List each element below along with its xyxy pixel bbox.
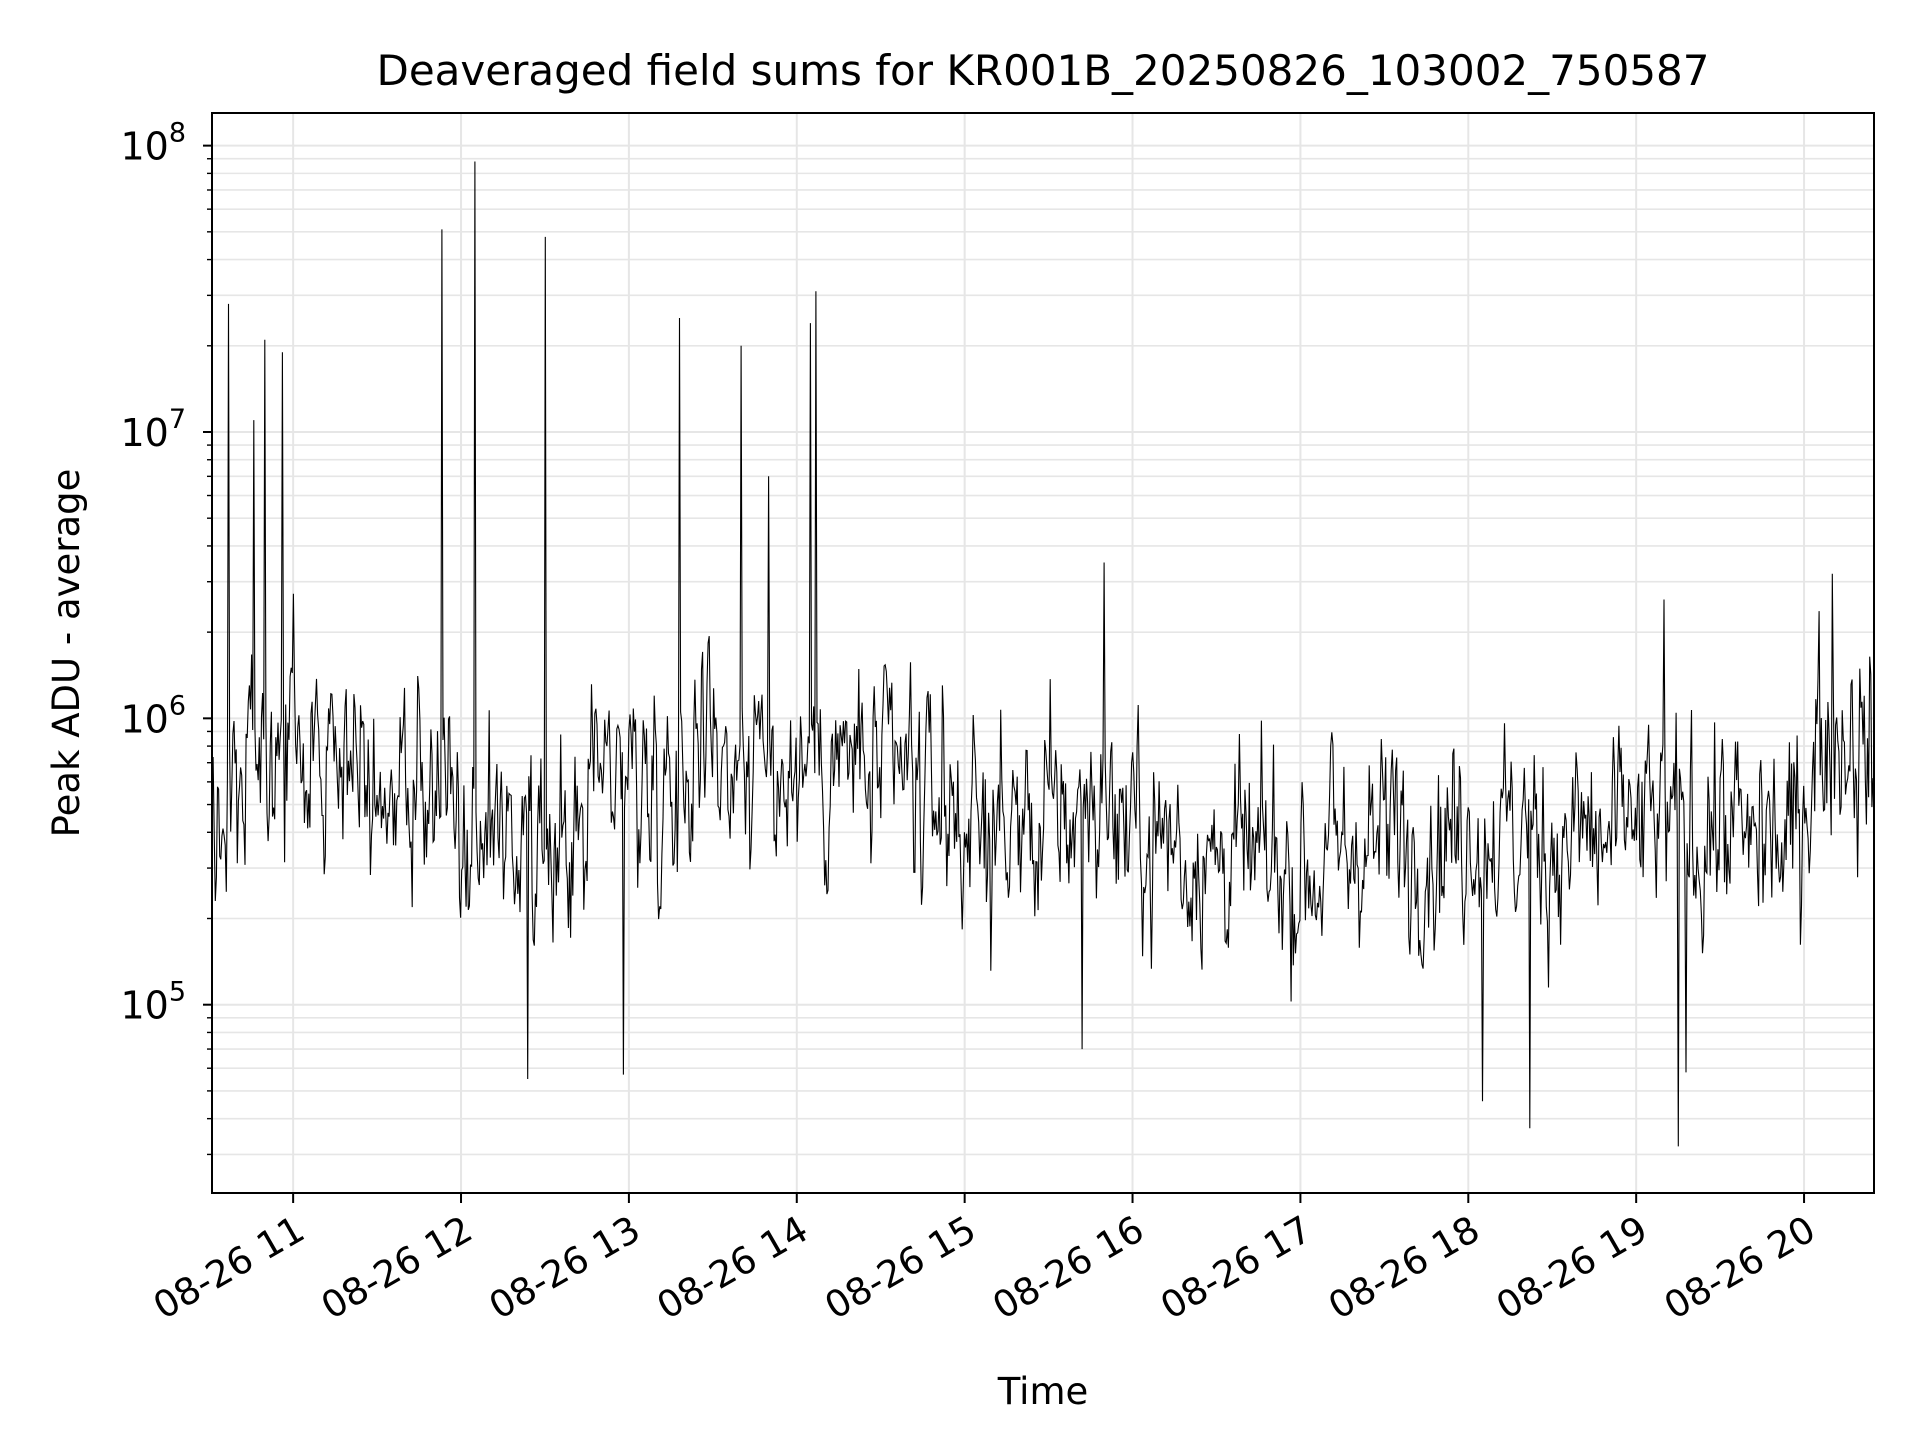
y-axis-label: Peak ADU - average	[45, 469, 88, 838]
series-line	[211, 161, 1874, 1147]
chart-title: Deaveraged field sums for KR001B_2025082…	[377, 46, 1710, 95]
plot-frame	[211, 112, 1875, 1194]
major-gridlines	[212, 113, 1874, 1193]
x-axis-label: Time	[997, 1370, 1089, 1413]
